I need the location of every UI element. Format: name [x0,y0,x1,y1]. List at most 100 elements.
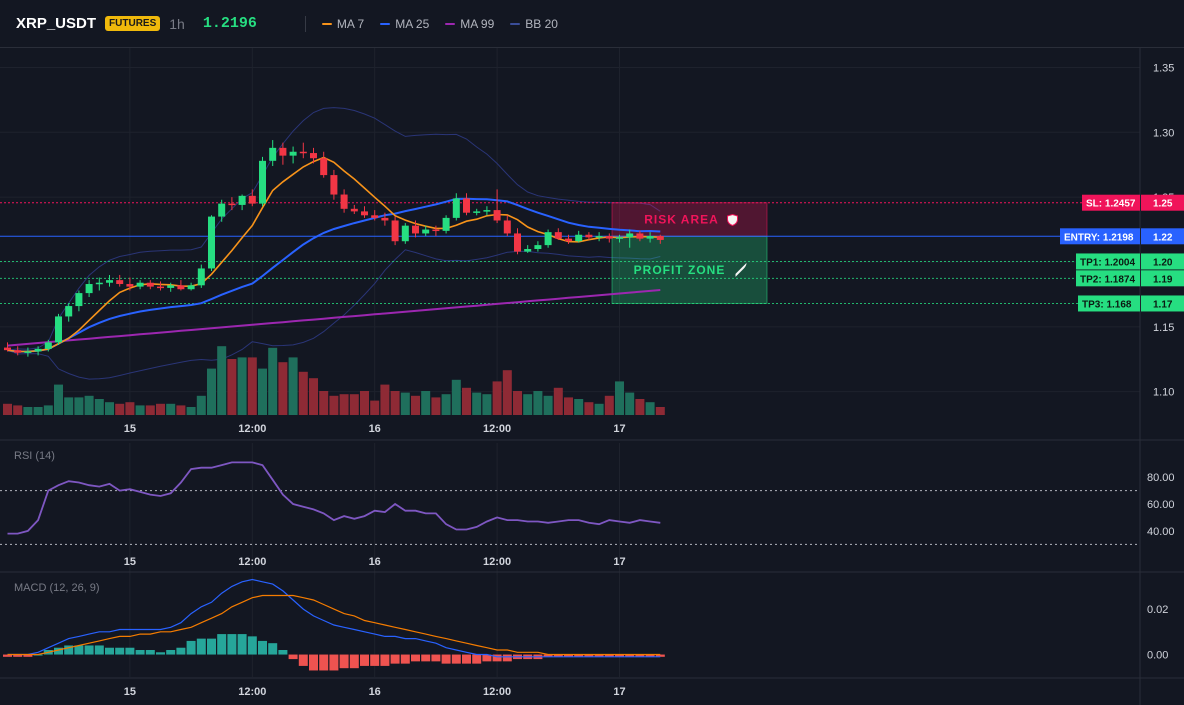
legend-bb20[interactable]: BB 20 [510,17,558,31]
candle-body[interactable] [473,211,481,213]
candle-body[interactable] [452,198,460,218]
candle-body[interactable] [503,220,511,234]
candle-body[interactable] [381,217,389,221]
candle-body[interactable] [463,198,470,213]
timeframe-label[interactable]: 1h [169,15,185,32]
candle-body[interactable] [493,210,501,221]
futures-badge: FUTURES [105,16,161,31]
candle-body[interactable] [44,342,52,349]
candle-body[interactable] [248,195,256,204]
symbol-name[interactable]: XRP_USDT [16,15,97,32]
candle-body[interactable] [14,350,22,353]
candle-body[interactable] [595,236,603,238]
candle-body[interactable] [157,286,164,289]
macd-histogram-bar [258,640,267,655]
candle-body[interactable] [361,211,368,216]
candle-body[interactable] [106,280,113,283]
candle-body[interactable] [320,158,328,176]
candle-body[interactable] [24,351,32,353]
candle-body[interactable] [228,203,236,206]
candle-body[interactable] [4,347,11,351]
volume-bar [421,391,431,415]
candle-body[interactable] [208,216,215,269]
candle-body[interactable] [565,238,572,242]
candle-body[interactable] [585,234,593,238]
volume-bar [23,407,33,415]
candle-body[interactable] [646,236,654,239]
candle-body[interactable] [391,220,399,242]
candle-body[interactable] [136,282,144,287]
candle-body[interactable] [279,147,287,156]
candle-body[interactable] [626,233,634,238]
legend-ma7[interactable]: MA 7 [321,17,364,31]
volume-bar [13,405,23,415]
volume-bar [370,400,380,415]
ma25-line [7,197,661,353]
candle-body[interactable] [259,160,266,204]
candle-body[interactable] [483,210,491,212]
volume-bar [176,405,186,415]
candle-body[interactable] [401,225,409,242]
candle-body[interactable] [575,234,583,242]
candle-body[interactable] [534,245,542,250]
bb-upper-line [7,107,661,351]
candle-body[interactable] [524,249,532,252]
candle-body[interactable] [116,280,124,285]
volume-bar [400,392,410,415]
volume-bar [553,387,563,415]
candle-body[interactable] [656,236,664,240]
candle-body[interactable] [422,229,430,234]
volume-bar [196,395,206,415]
candle-body[interactable] [340,194,348,209]
candle-body[interactable] [167,285,175,288]
candle-body[interactable] [95,282,103,285]
volume-bar [533,391,543,415]
candle-body[interactable] [177,285,185,290]
candle-body[interactable] [442,217,450,231]
macd-histogram-bar [207,638,216,655]
candle-body[interactable] [238,195,246,205]
time-tick-label: 15 [124,556,136,568]
candle-body[interactable] [65,306,73,317]
candle-body[interactable] [636,233,644,239]
candle-body[interactable] [616,237,623,239]
candle-body[interactable] [218,203,226,217]
candle-body[interactable] [310,153,317,159]
time-tick-label: 15 [124,423,136,435]
macd-histogram-bar [441,654,451,664]
volume-bar [604,395,614,415]
candle-body[interactable] [514,233,521,252]
candle-body[interactable] [126,284,134,287]
rsi-title: RSI (14) [14,450,55,462]
legend-ma99[interactable]: MA 99 [445,17,494,31]
macd-histogram-bar [237,634,247,655]
candle-body[interactable] [544,232,552,246]
candle-body[interactable] [34,348,42,352]
candle-body[interactable] [330,175,338,195]
candle-body[interactable] [554,232,562,239]
candle-body[interactable] [412,225,419,234]
candle-body[interactable] [197,268,205,286]
candle-body[interactable] [85,284,93,294]
candle-body[interactable] [299,151,307,154]
candle-body[interactable] [289,151,297,156]
candle-body[interactable] [432,229,440,232]
candle-body[interactable] [146,282,154,287]
candle-body[interactable] [350,208,358,212]
legend-ma25[interactable]: MA 25 [380,17,429,31]
macd-pane: MACD (12, 26, 9) [3,578,665,671]
volume-bar [360,391,369,415]
candle-body[interactable] [55,316,62,343]
macd-histogram-bar [411,654,420,662]
volume-bar [309,378,318,415]
candle-body[interactable] [605,236,613,239]
candle-body[interactable] [371,215,379,218]
volume-bar [3,403,12,415]
macd-histogram-bar [64,645,74,655]
candle-body[interactable] [269,147,277,161]
candlesticks[interactable] [4,140,664,357]
candle-body[interactable] [187,285,195,290]
bb-lower-line [7,249,661,380]
candle-body[interactable] [75,293,83,307]
